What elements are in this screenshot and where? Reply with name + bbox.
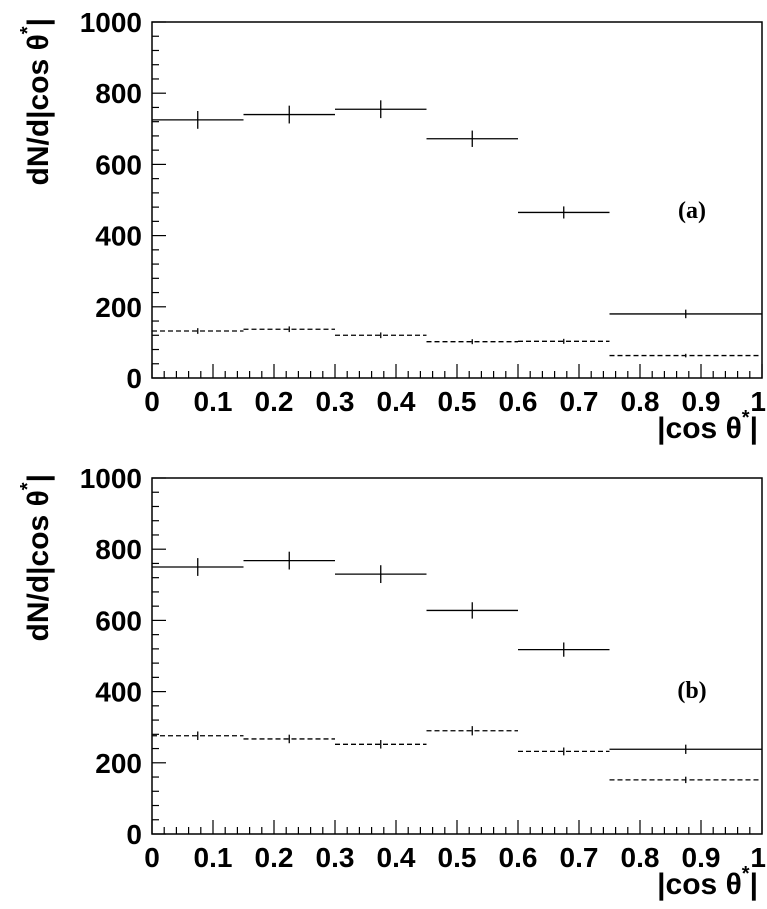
x-axis-title: |cos θ*|	[657, 863, 758, 901]
x-tick-label: 0.1	[194, 386, 233, 417]
panel-label: (b)	[677, 678, 706, 704]
x-axis-title: |cos θ*|	[657, 407, 758, 445]
x-tick-label: 0.9	[682, 842, 721, 873]
y-axis-title: dN/d|cos θ*|	[17, 474, 55, 642]
series-dashed	[152, 326, 762, 358]
x-tick-label: 0.8	[621, 842, 660, 873]
y-tick-label: 600	[95, 149, 142, 180]
x-tick-label: 0.9	[682, 386, 721, 417]
x-tick-label: 0.3	[316, 842, 355, 873]
y-tick-label: 800	[95, 534, 142, 565]
panel-b: 0 0.1 0.2 0.3 0.4 0.5 0.6 0.7 0.8 0.9 1 0 200 400 600 8…	[17, 463, 766, 901]
y-tick-label: 200	[95, 748, 142, 779]
x-tick-label: 0.8	[621, 386, 660, 417]
y-tick-label: 800	[95, 78, 142, 109]
y-tick-label: 600	[95, 605, 142, 636]
x-tick-label: 0.6	[499, 386, 538, 417]
x-tick-label: 0.3	[316, 386, 355, 417]
y-tick-label: 200	[95, 292, 142, 323]
x-tick-label: 0.2	[255, 842, 294, 873]
x-tick-label: 0.1	[194, 842, 233, 873]
x-tick-label: 0.5	[438, 842, 477, 873]
x-tick-label: 1	[750, 842, 766, 873]
x-tick-label: 0.7	[560, 842, 599, 873]
y-tick-label: 400	[95, 221, 142, 252]
panel-label: (a)	[678, 198, 706, 224]
x-tick-label: 0	[144, 842, 160, 873]
series-dashed	[152, 726, 762, 784]
x-tick-label: 0	[144, 386, 160, 417]
x-tick-label: 0.5	[438, 386, 477, 417]
plot-frame	[151, 21, 763, 379]
y-tick-label: 1000	[80, 463, 142, 494]
plot-frame	[151, 477, 763, 835]
y-tick-label: 1000	[80, 7, 142, 38]
x-tick-label: 0.2	[255, 386, 294, 417]
y-tick-label: 0	[126, 819, 142, 850]
x-tick-label: 0.4	[377, 386, 416, 417]
x-tick-label: 1	[750, 386, 766, 417]
panel-a: 0 0.1 0.2 0.3 0.4 0.5 0.6 0.7 0.8 0.9 1 0 200 400 600 8…	[17, 7, 766, 445]
y-tick-label: 400	[95, 677, 142, 708]
y-tick-label: 0	[126, 363, 142, 394]
x-tick-label: 0.6	[499, 842, 538, 873]
x-tick-label: 0.7	[560, 386, 599, 417]
series-solid	[152, 551, 762, 754]
x-tick-label: 0.4	[377, 842, 416, 873]
y-axis-title: dN/d|cos θ*|	[17, 18, 55, 186]
series-solid	[152, 100, 762, 319]
